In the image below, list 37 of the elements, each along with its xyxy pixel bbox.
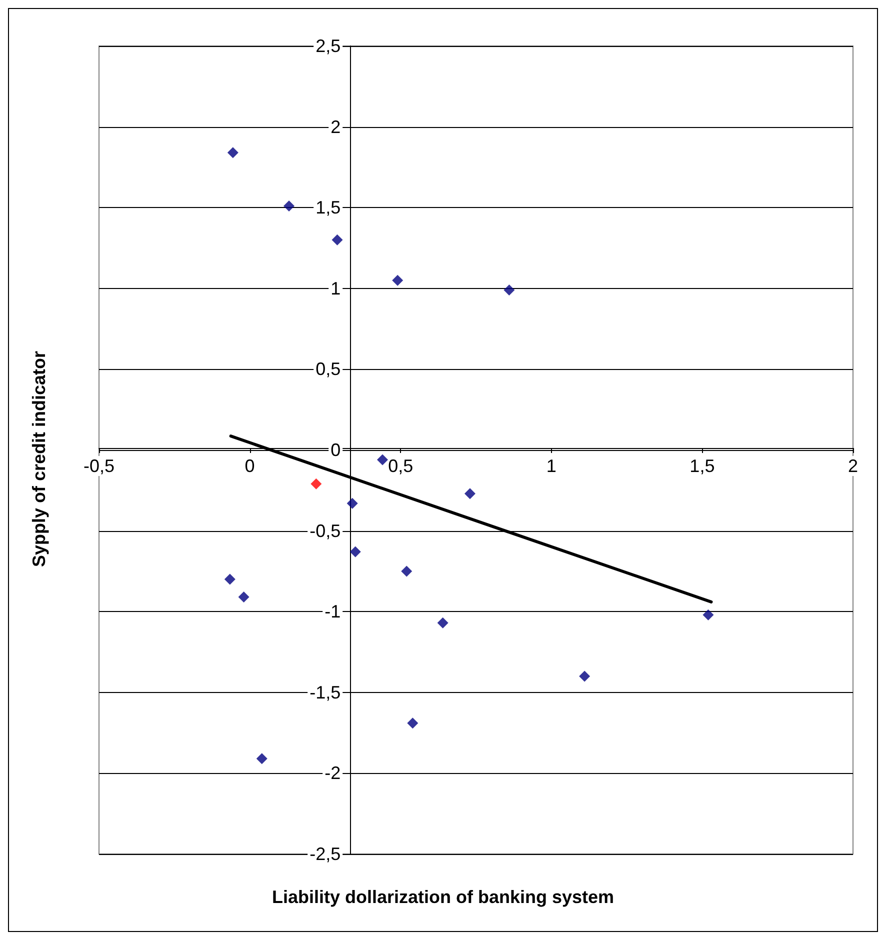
point [464,488,476,500]
point [350,546,361,558]
point [224,574,236,585]
point [238,592,250,603]
x-axis-title: Liability dollarization of banking system [272,887,614,907]
x-tick-label: 1,5 [690,456,715,476]
y-tick-label: 2 [330,116,341,137]
x-tick-label: 2 [848,456,858,476]
point [407,718,418,729]
y-axis-title: Sypply of credit indicator [29,350,49,568]
y-tick-label: -1 [324,602,341,622]
point [377,454,388,466]
point [310,478,322,490]
y-tick-label: -0,5 [310,520,341,541]
x-tick-label: 0,5 [388,456,414,476]
point [504,284,515,296]
y-tick-label: 2,5 [316,36,341,56]
point [401,566,412,577]
x-tick-label: 0 [244,456,255,476]
y-tick-label: 0 [330,440,341,460]
x-tick-label: 1 [546,456,556,476]
point [256,753,268,764]
x-tick-label: -0,5 [83,456,115,476]
point [579,670,590,682]
point [392,274,404,286]
point [284,200,295,212]
point [346,498,358,509]
y-tick-label: 0,5 [316,359,341,380]
point [702,609,714,620]
y-tick-label: -2 [324,763,341,784]
y-tick-label: 1 [330,278,341,298]
y-tick-label: 1,5 [316,198,341,218]
point [437,617,448,628]
y-tick-label: -2,5 [310,844,341,864]
point [332,234,343,246]
y-tick-label: -1,5 [310,682,341,702]
point [227,147,238,158]
